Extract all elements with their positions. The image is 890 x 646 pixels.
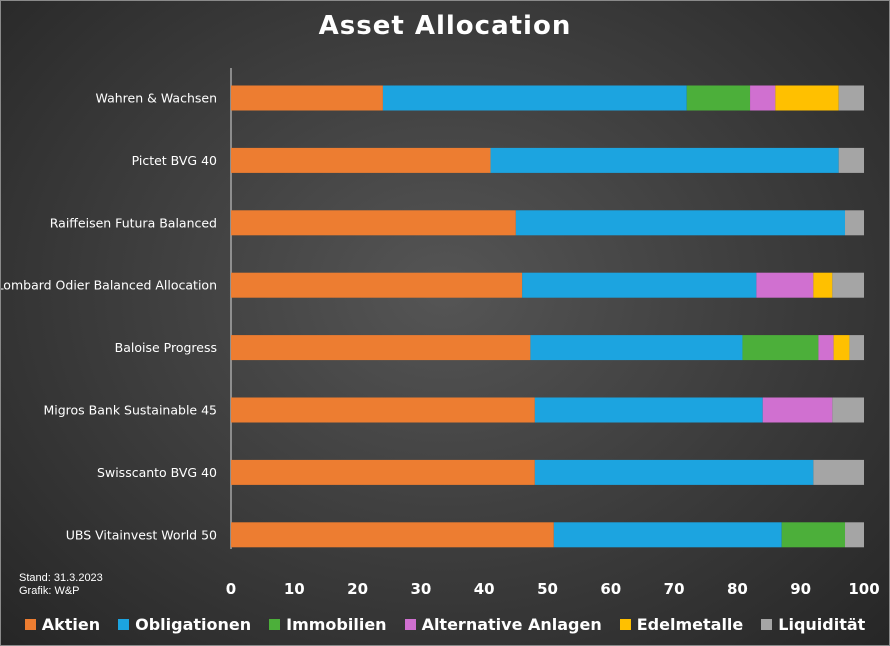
- x-tick-label: 60: [600, 580, 621, 598]
- bar-segment-aktien: [231, 85, 383, 111]
- x-tick-label: 40: [474, 580, 495, 598]
- source-note: Stand: 31.3.2023 Grafik: W&P: [19, 572, 103, 598]
- bar-segment-liquiditat: [832, 397, 864, 423]
- bar-segment-alternative-anlagen: [750, 85, 776, 111]
- category-label: Pictet BVG 40: [132, 153, 217, 168]
- bar-segment-obligationen: [553, 522, 782, 548]
- bar-segment-immobilien: [686, 85, 751, 111]
- bar-segment-liquiditat: [849, 335, 864, 361]
- bar-segment-aktien: [231, 272, 523, 298]
- legend-item-immobilien: Immobilien: [269, 615, 387, 634]
- legend: Aktien Obligationen Immobilien Alternative …: [1, 615, 889, 634]
- legend-label: Aktien: [41, 615, 101, 634]
- bar-segment-liquiditat: [845, 522, 864, 548]
- bar-segment-aktien: [231, 210, 516, 236]
- legend-swatch: [761, 619, 773, 630]
- graphic-credit: Grafik: W&P: [19, 585, 80, 597]
- category-label: UBS Vitainvest World 50: [66, 527, 217, 542]
- bar-segment-obligationen: [534, 397, 763, 423]
- legend-label: Obligationen: [135, 615, 252, 634]
- legend-item-edelmetalle: Edelmetalle: [619, 615, 744, 634]
- bar-segment-obligationen: [534, 459, 814, 485]
- category-label: Raiffeisen Futura Balanced: [50, 215, 217, 230]
- bar-segment-aktien: [231, 522, 554, 548]
- stand-date: Stand: 31.3.2023: [19, 572, 103, 584]
- x-tick-label: 70: [664, 580, 685, 598]
- x-tick-label: 20: [347, 580, 368, 598]
- bar-segment-edelmetalle: [775, 85, 839, 111]
- x-tick-label: 80: [727, 580, 748, 598]
- bar-segment-liquiditat: [838, 147, 864, 173]
- legend-swatch: [404, 619, 416, 630]
- legend-swatch: [118, 619, 130, 630]
- legend-item-obligationen: Obligationen: [118, 615, 251, 634]
- x-tick-label: 10: [284, 580, 305, 598]
- category-label: Wahren & Wachsen: [96, 91, 217, 106]
- legend-swatch: [24, 619, 36, 630]
- bar-segment-alternative-anlagen: [762, 397, 833, 423]
- x-tick-label: 0: [226, 580, 236, 598]
- bar-segment-aktien: [231, 335, 531, 361]
- category-label: Swisscanto BVG 40: [97, 465, 217, 480]
- bar-segment-liquiditat: [845, 210, 864, 236]
- legend-label: Edelmetalle: [636, 615, 744, 634]
- legend-item-alternative-anlagen: Alternative Anlagen: [404, 615, 602, 634]
- category-label: Baloise Progress: [115, 340, 217, 355]
- category-label: Lombard Odier Balanced Allocation: [1, 278, 217, 293]
- legend-label: Liquidität: [778, 615, 866, 634]
- bar-segment-liquiditat: [832, 272, 864, 298]
- chart-title: Asset Allocation: [318, 11, 572, 41]
- bar-segment-obligationen: [382, 85, 687, 111]
- bar-segment-immobilien: [781, 522, 846, 548]
- category-label: Migros Bank Sustainable 45: [43, 403, 217, 418]
- plot-area: Wahren & Wachsen Pictet BVG 40 Raiffeisen …: [1, 68, 880, 598]
- legend-label: Immobilien: [286, 615, 387, 634]
- bar-segment-liquiditat: [838, 85, 864, 111]
- bar-segment-alternative-anlagen: [818, 335, 834, 361]
- bar-segment-immobilien: [742, 335, 819, 361]
- legend-swatch: [269, 619, 281, 630]
- x-tick-label: 50: [537, 580, 558, 598]
- x-tick-label: 100: [848, 580, 879, 598]
- legend-label: Alternative Anlagen: [421, 615, 602, 634]
- bar-segment-obligationen: [515, 210, 846, 236]
- bar-segment-liquiditat: [813, 459, 864, 485]
- bar-segment-obligationen: [490, 147, 839, 173]
- bar-segment-edelmetalle: [833, 335, 850, 361]
- bar-segment-aktien: [231, 397, 535, 423]
- bar-segment-aktien: [231, 459, 535, 485]
- legend-item-liquiditat: Liquidität: [761, 615, 865, 634]
- legend-item-aktien: Aktien: [24, 615, 101, 634]
- bar-segment-edelmetalle: [813, 272, 833, 298]
- bar-segment-aktien: [231, 147, 491, 173]
- bar-segment-alternative-anlagen: [756, 272, 814, 298]
- bar-segment-obligationen: [530, 335, 743, 361]
- x-tick-label: 90: [790, 580, 811, 598]
- x-tick-label: 30: [410, 580, 431, 598]
- bar-segment-obligationen: [522, 272, 757, 298]
- legend-swatch: [619, 619, 631, 630]
